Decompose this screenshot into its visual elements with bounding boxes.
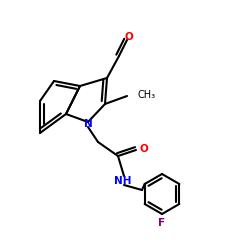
Text: NH: NH (114, 176, 132, 186)
Text: O: O (140, 144, 149, 154)
Text: O: O (124, 32, 134, 42)
Text: CH₃: CH₃ (137, 90, 155, 100)
Text: F: F (158, 218, 166, 228)
Text: N: N (84, 119, 92, 129)
